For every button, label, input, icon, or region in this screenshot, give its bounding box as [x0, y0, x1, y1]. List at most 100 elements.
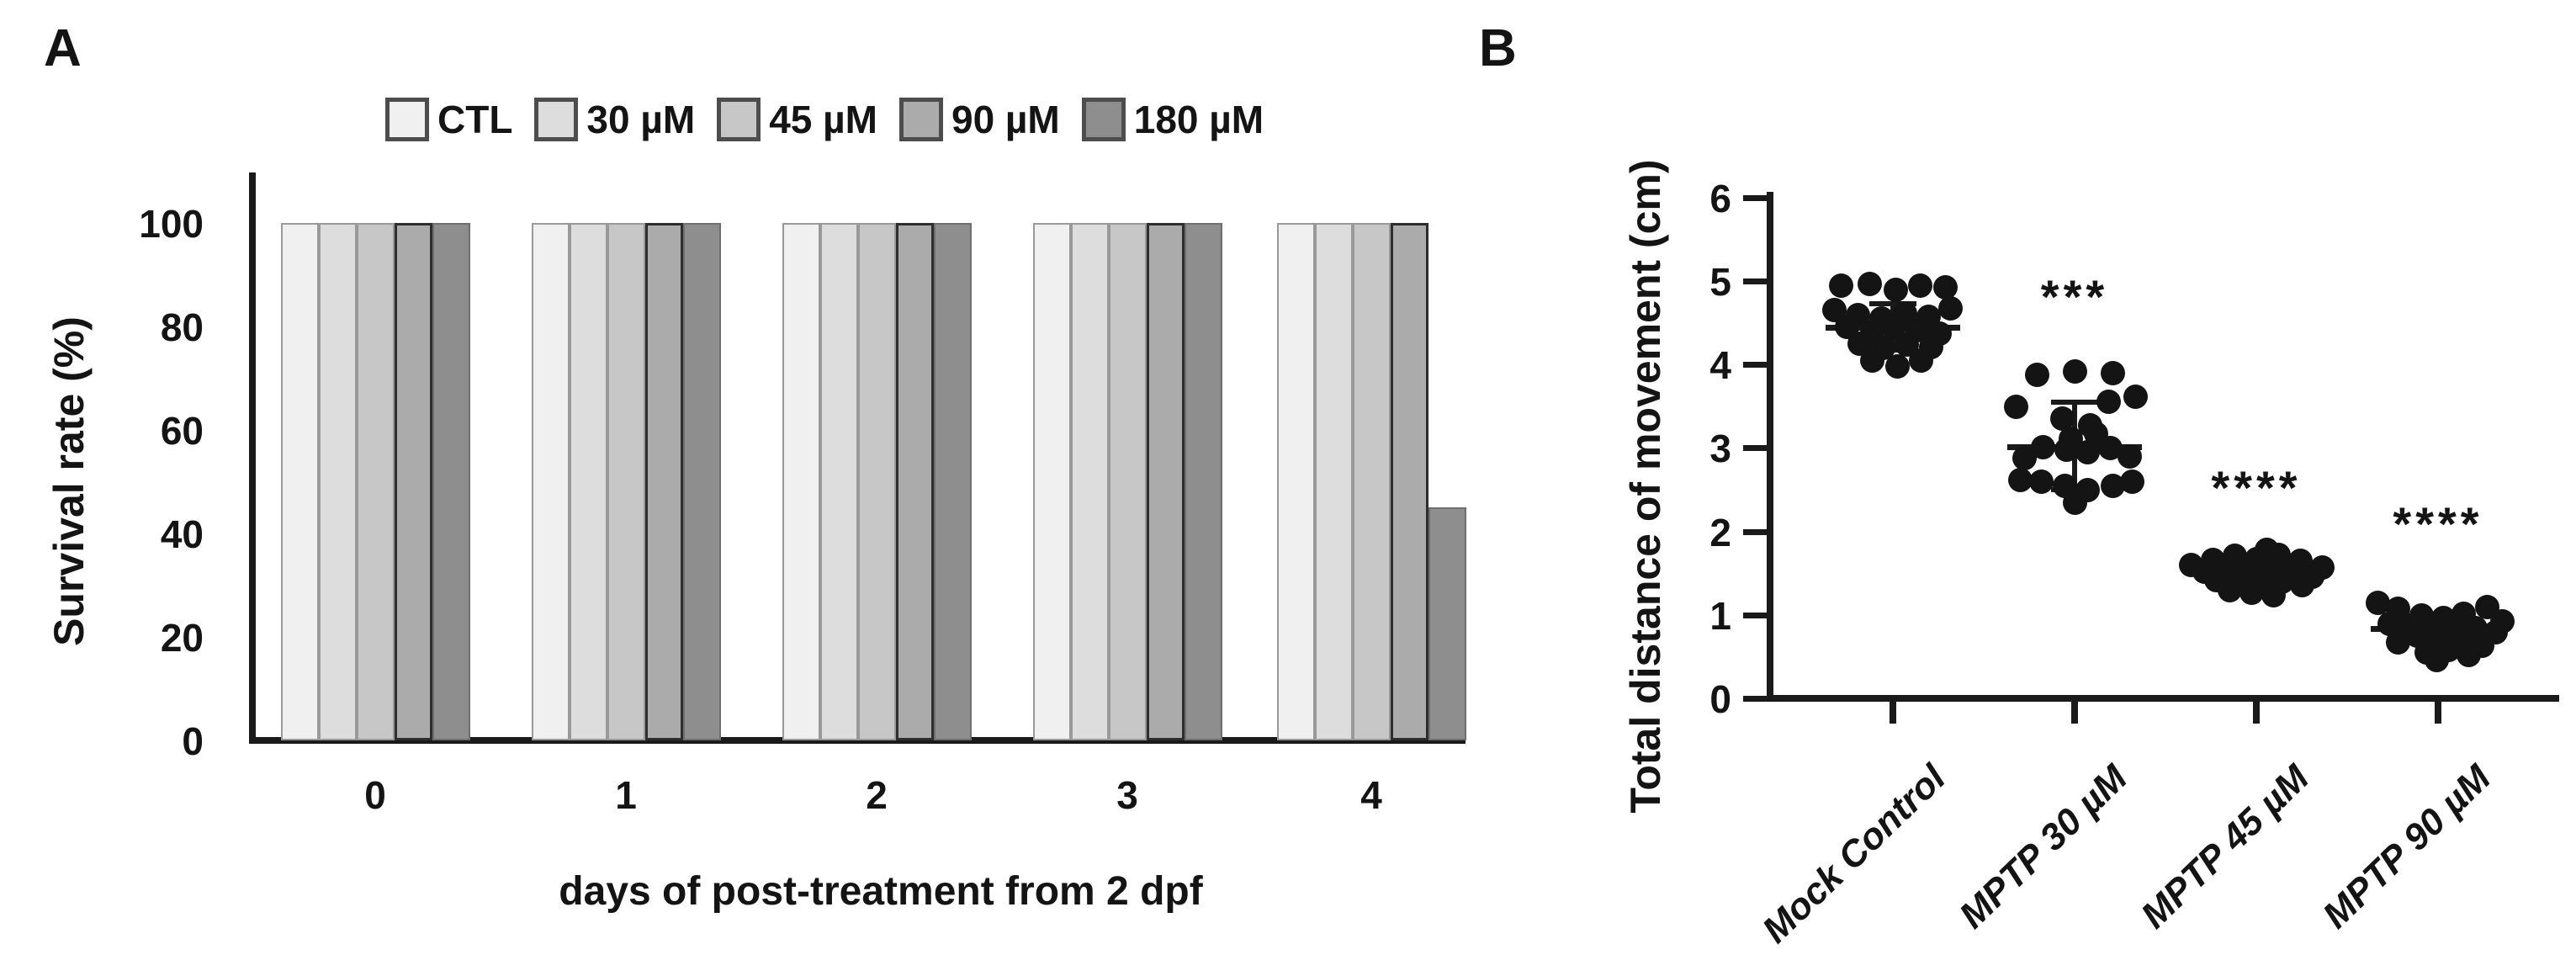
panel-b-x-tick-mark: [2071, 700, 2078, 724]
panel-b-y-tick-mark: [1743, 445, 1770, 452]
legend-swatch: [534, 98, 579, 141]
data-point: [2386, 629, 2410, 655]
bar-2-CTL: [782, 223, 820, 740]
panel-a-y-tick-label: 60: [160, 409, 204, 453]
legend-swatch: [1081, 98, 1126, 141]
panel-a-y-tick-label: 0: [182, 719, 204, 763]
bar-3-CTL: [1033, 223, 1071, 740]
survival-legend: CTL 30 µM 45 µM 90 µM 180 µM: [385, 98, 1264, 141]
bar-4-CTL: [1277, 223, 1315, 740]
data-point: [2063, 359, 2087, 385]
panel-a-label: A: [44, 19, 82, 77]
panel-b-y-tick-mark: [1743, 194, 1770, 201]
bar-4-30µM: [1315, 223, 1353, 740]
data-point: [2120, 469, 2144, 495]
data-point: [2261, 583, 2286, 608]
data-point: [2004, 394, 2028, 419]
legend-item: 90 µM: [898, 98, 1060, 141]
bar-2-180µM: [934, 223, 972, 740]
data-point: [1909, 348, 1933, 374]
bar-1-CTL: [532, 223, 570, 740]
data-point: [2029, 469, 2054, 495]
panel-b-y-tick-mark: [1743, 696, 1770, 702]
data-point: [2096, 389, 2121, 414]
bar-0-CTL: [281, 223, 319, 740]
panel-b-y-tick-label: 4: [1709, 343, 1731, 388]
data-point: [2123, 385, 2148, 409]
bar-3-45µM: [1109, 223, 1147, 740]
panel-a-y-tick-label: 20: [160, 616, 204, 660]
data-point: [2425, 648, 2449, 673]
legend-label: 30 µM: [586, 98, 696, 141]
panel-a-x-tick-label: 0: [364, 773, 386, 817]
data-point: [1858, 272, 1882, 297]
panel-a-x-tick-label: 1: [615, 773, 637, 817]
data-point: [2012, 446, 2037, 471]
data-point: [2054, 438, 2079, 463]
bar-4-90µM: [1391, 223, 1428, 740]
data-point: [2290, 573, 2314, 598]
data-point: [2218, 578, 2242, 603]
bar-2-30µM: [820, 223, 858, 740]
panel-b-y-tick-label: 5: [1709, 260, 1731, 305]
bar-0-90µM: [395, 223, 432, 740]
panel-b-x-tick-mark: [2435, 700, 2441, 724]
bar-2-90µM: [896, 223, 934, 740]
panel-b-y-tick-mark: [1743, 278, 1770, 285]
bar-1-30µM: [570, 223, 607, 740]
bar-4-180µM: [1428, 507, 1466, 740]
data-point: [2457, 643, 2481, 668]
data-point: [2008, 468, 2033, 493]
panel-b-y-tick-label: 1: [1709, 593, 1731, 638]
data-point: [2063, 490, 2087, 515]
error-bar-cap-top: [2051, 399, 2098, 405]
legend-label: CTL: [437, 98, 513, 141]
panel-a-x-tick-label: 4: [1360, 773, 1382, 817]
bar-1-90µM: [645, 223, 683, 740]
panel-a-y-tick-label: 40: [160, 512, 204, 556]
panel-b-x-tick-mark: [1890, 700, 1896, 724]
panel-b-y-tick-mark: [1743, 528, 1770, 535]
legend-label: 45 µM: [769, 98, 877, 141]
significance-stars: ****: [2393, 497, 2483, 550]
panel-b-y-tick-label: 2: [1709, 510, 1731, 554]
panel-b-x-axis-line: [1767, 695, 2559, 702]
bar-3-30µM: [1071, 223, 1109, 740]
bar-1-180µM: [683, 223, 721, 740]
bar-2-45µM: [858, 223, 896, 740]
bar-3-180µM: [1185, 223, 1222, 740]
panel-b-x-tick-mark: [2253, 700, 2260, 724]
data-point: [1938, 295, 1963, 321]
bar-0-45µM: [357, 223, 395, 740]
data-point: [2075, 440, 2100, 465]
panel-b-y-tick-mark: [1743, 362, 1770, 369]
bar-3-90µM: [1147, 223, 1185, 740]
data-point: [1884, 278, 1908, 303]
panel-a-x-axis-title: days of post-treatment from 2 dpf: [559, 869, 1203, 914]
legend-swatch: [898, 98, 943, 141]
panel-b-category-label: MPTP 90 µM: [2314, 756, 2499, 936]
legend-item: 30 µM: [534, 98, 695, 141]
legend-label: 180 µM: [1133, 98, 1264, 141]
legend-item: CTL: [385, 98, 512, 141]
data-point: [1829, 273, 1853, 299]
panel-b-y-tick-label: 6: [1709, 176, 1731, 220]
data-point: [2025, 363, 2049, 388]
panel-a-x-axis-line: [249, 737, 1466, 744]
panel-b-y-tick-label: 0: [1709, 677, 1731, 721]
panel-a-y-axis-line: [249, 172, 256, 744]
error-bar-cap-top: [1869, 300, 1916, 306]
legend-swatch: [385, 98, 429, 141]
bar-0-30µM: [319, 223, 357, 740]
data-point: [2239, 581, 2264, 606]
bar-1-45µM: [607, 223, 645, 740]
panel-a-y-axis-title: Survival rate (%): [45, 316, 93, 646]
bar-4-45µM: [1353, 223, 1391, 740]
significance-stars: ****: [2211, 461, 2302, 514]
legend-label: 90 µM: [951, 98, 1060, 141]
legend-item: 45 µM: [717, 98, 877, 141]
panel-a-x-tick-label: 3: [1116, 773, 1138, 817]
bar-0-180µM: [432, 223, 470, 740]
panel-b-category-label: MPTP 45 µM: [2133, 756, 2317, 936]
